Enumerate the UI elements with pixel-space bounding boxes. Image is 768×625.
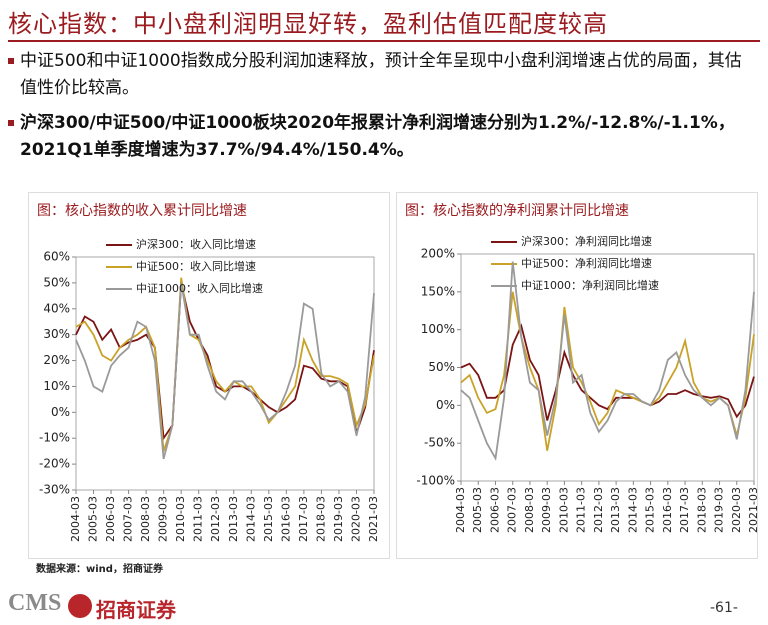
x-tick-label: 2012-03 (209, 496, 222, 542)
y-tick-label: 60% (43, 250, 70, 264)
y-tick-label: 0% (51, 405, 70, 419)
x-tick-label: 2020-03 (349, 496, 362, 542)
logo-icon (68, 594, 92, 618)
x-tick-label: 2009-03 (157, 496, 170, 542)
x-tick-label: 2014-03 (244, 496, 257, 542)
x-tick-label: 2005-03 (471, 487, 484, 533)
paragraph: 沪深300/中证500/中证1000板块2020年报累计净利润增速分别为1.2%… (8, 110, 750, 164)
x-tick-label: 2016-03 (279, 496, 292, 542)
x-tick-label: 2009-03 (540, 487, 553, 533)
chart-title: 图：核心指数的收入累计同比增速 (37, 203, 247, 219)
x-tick-label: 2010-03 (557, 487, 570, 533)
legend-label: 中证500：净利润同比增速 (521, 256, 652, 270)
x-tick-label: 2006-03 (488, 487, 501, 533)
x-tick-label: 2019-03 (713, 487, 726, 533)
legend-label: 沪深300：收入同比增速 (136, 237, 256, 251)
x-tick-label: 2007-03 (506, 487, 519, 533)
x-tick-label: 2004-03 (454, 487, 467, 533)
x-tick-label: 2008-03 (139, 496, 152, 542)
y-tick-label: 100% (421, 322, 455, 336)
y-tick-label: 10% (43, 379, 70, 393)
x-tick-label: 2019-03 (332, 496, 345, 542)
x-tick-label: 2017-03 (678, 487, 691, 533)
y-tick-label: -10% (39, 431, 70, 445)
title-rule (8, 40, 760, 42)
chart-panel: 图：核心指数的净利润累计同比增速 -100% -50% 0% 50% 100% 150% 20… (396, 192, 760, 559)
y-tick-label: 30% (43, 327, 70, 341)
y-tick-label: 150% (421, 284, 455, 298)
x-tick-label: 2012-03 (592, 487, 605, 533)
chart-panel: 图：核心指数的收入累计同比增速 -30% -20% -10% 0% 10% 20% 30% 40… (28, 192, 390, 559)
y-tick-label: -50% (424, 436, 455, 450)
legend-label: 中证1000：净利润同比增速 (521, 278, 659, 292)
x-tick-label: 2015-03 (262, 496, 275, 542)
x-tick-label: 2021-03 (367, 496, 380, 542)
x-tick-label: 2006-03 (104, 496, 117, 542)
x-tick-label: 2011-03 (575, 487, 588, 533)
series-line (75, 282, 375, 441)
page-number: -61- (710, 600, 738, 616)
x-tick-label: 2017-03 (297, 496, 310, 542)
series-line (75, 282, 375, 460)
y-tick-label: 0% (436, 398, 455, 412)
chart-title: 图：核心指数的净利润累计同比增速 (405, 203, 629, 219)
chart: 图：核心指数的净利润累计同比增速 -100% -50% 0% 50% 100% 150% 20… (405, 203, 760, 533)
brand: CMS (8, 590, 62, 616)
x-tick-label: 2020-03 (730, 487, 743, 533)
y-tick-label: -100% (416, 474, 455, 488)
x-tick-label: 2018-03 (314, 496, 327, 542)
x-tick-label: 2007-03 (122, 496, 135, 542)
x-tick-label: 2004-03 (69, 496, 82, 542)
logo-text: 招商证券 (96, 598, 176, 622)
series-line (460, 323, 755, 421)
x-tick-label: 2014-03 (626, 487, 639, 533)
plot-frame (75, 256, 375, 491)
x-tick-label: 2005-03 (87, 496, 100, 542)
x-tick-label: 2021-03 (747, 487, 757, 533)
y-tick-label: 50% (43, 275, 70, 289)
y-tick-label: 40% (43, 301, 70, 315)
y-tick-label: -30% (39, 483, 70, 497)
x-tick-label: 2018-03 (695, 487, 708, 533)
y-tick-label: 200% (421, 247, 455, 261)
source-note: 数据来源：wind，招商证券 (36, 564, 163, 575)
y-tick-label: -20% (39, 457, 70, 471)
x-tick-label: 2008-03 (523, 487, 536, 533)
paragraph: 中证500和中证1000指数成分股利润加速释放，预计全年呈现中小盘利润增速占优的… (8, 48, 750, 102)
legend-label: 中证1000：收入同比增速 (136, 281, 263, 295)
x-tick-label: 2015-03 (644, 487, 657, 533)
series-line (75, 277, 375, 452)
chart: 图：核心指数的收入累计同比增速 -30% -20% -10% 0% 10% 20% 30% 40… (37, 203, 380, 542)
y-tick-label: 20% (43, 353, 70, 367)
x-tick-label: 2013-03 (609, 487, 622, 533)
legend-label: 中证500：收入同比增速 (136, 259, 256, 273)
x-tick-label: 2013-03 (227, 496, 240, 542)
series-line (460, 261, 755, 462)
x-tick-label: 2016-03 (661, 487, 674, 533)
x-tick-label: 2011-03 (192, 496, 205, 542)
legend-label: 沪深300：净利润同比增速 (521, 234, 652, 248)
x-tick-label: 2010-03 (174, 496, 187, 542)
y-tick-label: 50% (428, 360, 455, 374)
slide-title: 核心指数：中小盘利润明显好转，盈利估值匹配度较高 (8, 10, 608, 38)
